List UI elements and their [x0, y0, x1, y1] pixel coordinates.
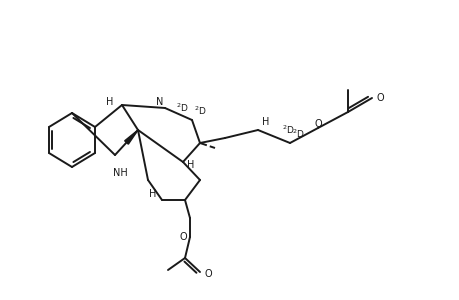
Text: O: O [375, 93, 383, 103]
Text: $^{2}$D: $^{2}$D [175, 102, 188, 114]
Text: N: N [156, 97, 163, 107]
Text: H: H [149, 189, 157, 199]
Text: O: O [313, 119, 321, 129]
Text: H: H [106, 97, 113, 107]
Polygon shape [124, 130, 138, 144]
Text: H: H [187, 160, 194, 170]
Text: NH: NH [112, 168, 127, 178]
Text: O: O [204, 269, 211, 279]
Text: O: O [179, 232, 186, 242]
Text: $^{2}$D: $^{2}$D [291, 128, 304, 140]
Text: $^{2}$D: $^{2}$D [281, 124, 294, 136]
Text: $^{2}$D: $^{2}$D [193, 105, 206, 117]
Text: H: H [262, 117, 269, 127]
